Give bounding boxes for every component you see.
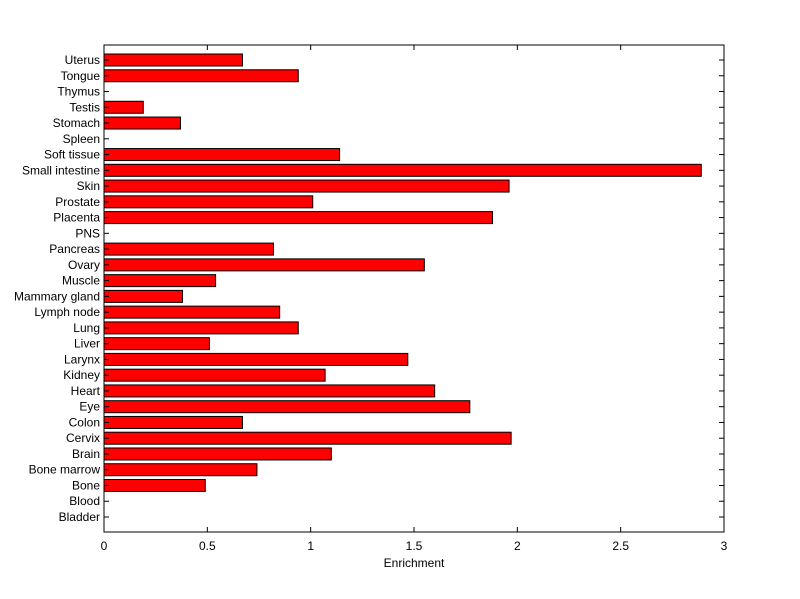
x-axis-title: Enrichment	[384, 556, 445, 570]
x-tick-label: 1	[307, 539, 314, 553]
bar-larynx	[103, 352, 409, 366]
y-tick-label-prostate: Prostate	[55, 195, 100, 209]
y-tick-label-muscle: Muscle	[62, 274, 100, 288]
bar-prostate	[103, 195, 314, 209]
y-tick-label-heart: Heart	[71, 384, 101, 398]
bar-small-intestine	[103, 163, 702, 177]
y-tick-label-kidney: Kidney	[63, 368, 100, 382]
y-tick-label-pancreas: Pancreas	[49, 242, 100, 256]
bar-kidney	[103, 368, 326, 382]
y-tick-label-small-intestine: Small intestine	[22, 163, 100, 177]
bar-placenta	[103, 211, 494, 225]
y-tick-label-ovary: Ovary	[68, 258, 100, 272]
bar-testis	[103, 100, 144, 114]
y-tick-label-colon: Colon	[69, 415, 100, 429]
x-tick-label: 0	[101, 539, 108, 553]
y-tick-label-cervix: Cervix	[66, 431, 100, 445]
ticks-group	[103, 45, 725, 532]
x-tick-label: 1.5	[406, 539, 423, 553]
x-tick-label: 2.5	[612, 539, 629, 553]
y-tick-label-skin: Skin	[77, 179, 100, 193]
bar-cervix	[103, 431, 512, 445]
y-tick-label-liver: Liver	[74, 337, 100, 351]
bar-liver	[103, 337, 210, 351]
y-tick-label-thymus: Thymus	[57, 85, 100, 99]
y-tick-label-brain: Brain	[72, 447, 100, 461]
y-tick-label-mammary-gland: Mammary gland	[14, 289, 100, 303]
y-tick-label-bone-marrow: Bone marrow	[29, 463, 101, 477]
y-tick-label-bone: Bone	[72, 478, 100, 492]
bar-soft-tissue	[103, 148, 341, 162]
bar-mammary-gland	[103, 289, 184, 303]
x-tick-label: 0.5	[199, 539, 216, 553]
bar-bone-marrow	[103, 463, 258, 477]
y-tick-label-uterus: Uterus	[65, 53, 100, 67]
y-tick-label-soft-tissue: Soft tissue	[44, 148, 100, 162]
y-tick-label-spleen: Spleen	[63, 132, 100, 146]
y-tick-label-blood: Blood	[69, 494, 100, 508]
bar-pancreas	[103, 242, 274, 256]
y-tick-label-lung: Lung	[73, 321, 100, 335]
bar-colon	[103, 415, 243, 429]
bar-tongue	[103, 69, 299, 83]
y-tick-label-testis: Testis	[69, 100, 100, 114]
y-tick-label-bladder: Bladder	[59, 510, 100, 524]
bar-lung	[103, 321, 299, 335]
x-tick-label: 2	[514, 539, 521, 553]
bar-heart	[103, 384, 436, 398]
y-tick-label-pns: PNS	[75, 226, 100, 240]
y-tick-label-lymph-node: Lymph node	[34, 305, 100, 319]
bar-brain	[103, 447, 332, 461]
y-tick-label-stomach: Stomach	[53, 116, 100, 130]
bar-uterus	[103, 53, 243, 67]
plot-frame	[103, 44, 725, 533]
bar-eye	[103, 400, 471, 414]
y-tick-label-tongue: Tongue	[61, 69, 101, 83]
y-tick-label-placenta: Placenta	[53, 211, 100, 225]
bar-stomach	[103, 116, 181, 130]
bar-muscle	[103, 274, 217, 288]
x-tick-label: 3	[721, 539, 728, 553]
bar-skin	[103, 179, 510, 193]
bar-bone	[103, 478, 206, 492]
bar-lymph-node	[103, 305, 281, 319]
y-tick-label-eye: Eye	[79, 400, 100, 414]
bar-ovary	[103, 258, 425, 272]
y-tick-label-larynx: Larynx	[64, 352, 100, 366]
